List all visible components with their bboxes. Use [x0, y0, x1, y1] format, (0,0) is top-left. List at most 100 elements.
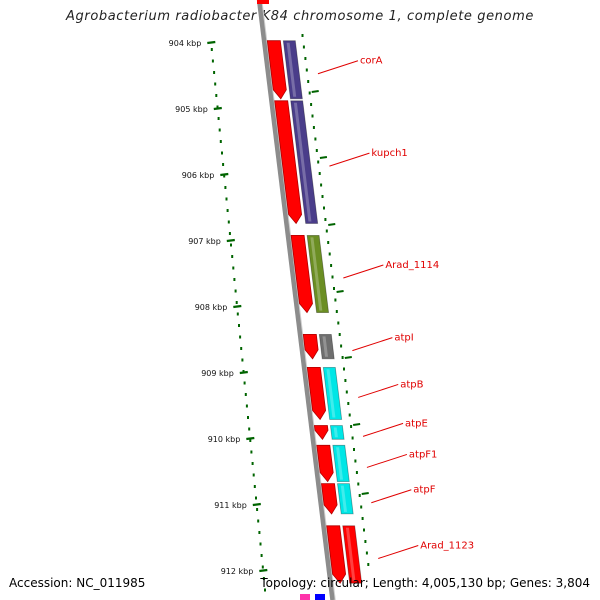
gene-label-leader	[362, 422, 404, 437]
scale-dot	[215, 94, 218, 97]
gc-dot	[355, 471, 358, 474]
gene-label: atpF1	[409, 449, 438, 460]
scale-dot	[260, 554, 263, 557]
gc-dot	[351, 436, 354, 440]
scale-dot	[249, 439, 252, 442]
scale-dot	[221, 151, 223, 155]
gc-dot	[353, 448, 355, 451]
gc-dot	[357, 482, 360, 486]
cds-arrow	[290, 234, 313, 314]
gc-dot	[340, 344, 343, 348]
scale-dot	[224, 186, 227, 189]
gc-dash	[336, 290, 344, 293]
scale-dot	[218, 128, 221, 132]
gene-label-leader	[378, 545, 419, 559]
scale-dot	[264, 588, 266, 592]
cds-arrow	[306, 366, 327, 421]
partial-gene-fragment	[300, 594, 310, 600]
gene-label-leader	[366, 453, 408, 468]
gc-dot	[304, 57, 307, 60]
gene-label-leader	[358, 383, 399, 398]
gene-label-leader	[317, 60, 359, 75]
scale-dot	[253, 485, 256, 488]
gc-dot	[333, 287, 335, 290]
scale-tick-label: 904 kbp	[169, 39, 202, 48]
gc-dot	[345, 390, 348, 394]
scale-dot	[250, 450, 253, 454]
cds-arrow	[274, 100, 303, 225]
gene-bar-highlight	[293, 102, 312, 222]
gc-dot	[363, 528, 365, 532]
gc-dot	[354, 459, 357, 463]
partial-gene-fragment	[257, 0, 269, 4]
gene-category-bar	[332, 444, 350, 483]
gene-bar-highlight	[322, 336, 328, 357]
scale-dot	[222, 163, 225, 166]
scale-tick-label: 906 kbp	[182, 171, 215, 180]
gc-dot	[331, 275, 334, 279]
gc-dot	[360, 505, 363, 509]
scale-dot	[227, 220, 230, 224]
scale-dot	[257, 519, 260, 523]
gene-label: Arad_1114	[385, 260, 439, 271]
gc-dash	[361, 492, 369, 495]
scale-dot	[251, 462, 254, 465]
gc-dot	[334, 298, 337, 302]
gc-dot	[341, 356, 344, 359]
scale-tick-label: 908 kbp	[195, 303, 228, 312]
scale-tick-label: 912 kbp	[221, 567, 254, 576]
gene-label: atpF	[413, 485, 435, 496]
scale-dot	[248, 427, 251, 431]
gc-dot	[327, 241, 330, 244]
gc-dash	[352, 423, 361, 426]
scale-dot	[262, 577, 265, 580]
gc-dot	[317, 160, 320, 164]
gc-dot	[305, 68, 308, 72]
scale-dot	[255, 496, 257, 500]
scale-dot	[228, 232, 231, 235]
gc-dash	[344, 356, 352, 359]
scale-dot	[261, 565, 264, 569]
gc-dot	[307, 80, 310, 83]
gc-dot	[361, 517, 364, 520]
gc-dot	[318, 172, 321, 175]
gene-label-leader	[371, 489, 412, 504]
gene-bar-highlight	[326, 369, 336, 418]
scale-dot	[211, 59, 214, 63]
scale-dot	[238, 324, 240, 327]
gc-dash	[319, 156, 328, 159]
scale-dot	[235, 301, 238, 304]
cds-arrow	[316, 444, 334, 483]
gc-dot	[312, 126, 315, 129]
gc-dot	[320, 183, 323, 187]
scale-dot	[241, 358, 244, 362]
gc-dot	[323, 206, 325, 210]
gene-label: Arad_1123	[420, 541, 474, 552]
scale-dot	[214, 82, 217, 86]
scale-dot	[245, 404, 248, 408]
scale-tick-label: 905 kbp	[175, 105, 208, 114]
gc-dot	[301, 34, 304, 37]
genome-summary-text: Topology: circular; Length: 4,005,130 bp…	[260, 576, 590, 590]
gc-dot	[328, 252, 331, 256]
scale-dot	[259, 542, 262, 546]
gene-label-leader	[329, 152, 370, 167]
gene-bar-highlight	[336, 447, 343, 480]
gene-category-bar	[342, 525, 363, 584]
gene-bar-highlight	[340, 485, 347, 512]
gene-category-bar	[306, 234, 330, 314]
gene-category-bar	[329, 425, 345, 440]
gene-category-bar	[318, 333, 335, 360]
gc-dot	[310, 103, 313, 106]
gc-dot	[348, 413, 351, 417]
gc-dot	[311, 114, 314, 118]
gc-dot	[338, 333, 341, 336]
scale-tick-label: 911 kbp	[214, 501, 247, 510]
gene-label: corA	[360, 56, 383, 67]
scale-dot	[243, 381, 246, 385]
cds-arrow	[313, 425, 329, 440]
gc-dot	[325, 229, 328, 233]
scale-tick	[226, 238, 235, 243]
